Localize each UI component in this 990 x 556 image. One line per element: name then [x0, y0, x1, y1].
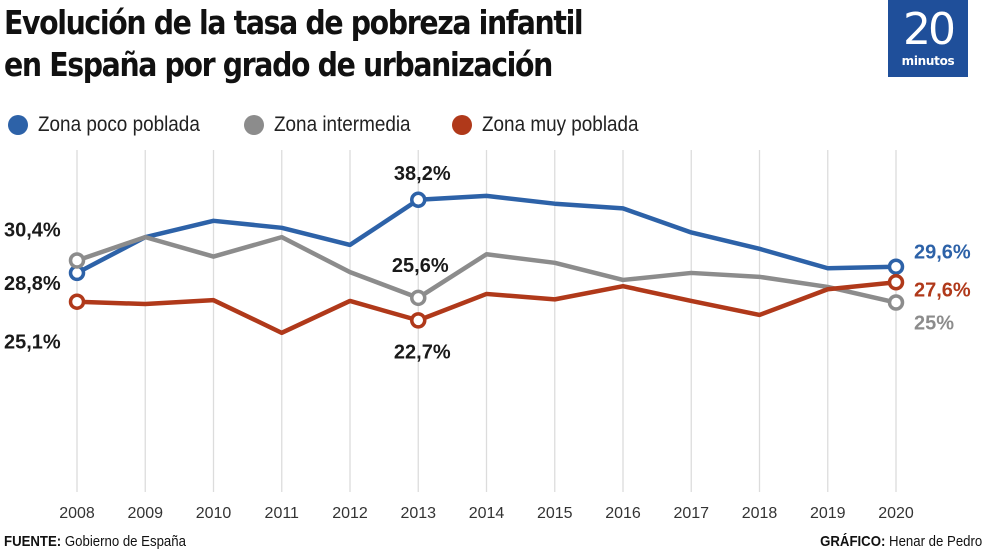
x-tick-label: 2017 [673, 505, 709, 522]
x-tick-label: 2018 [742, 505, 778, 522]
logo-number: 20 [903, 4, 956, 55]
legend-item-zona-intermedia: Zona intermedia [243, 113, 426, 137]
gridlines [76, 150, 897, 492]
series-markers [68, 191, 905, 329]
legend-label: Zona poco poblada [38, 113, 200, 136]
legend-dot-icon [8, 115, 28, 135]
title-line-2: en España por grado de urbanización [4, 45, 553, 84]
x-tick-label: 2010 [196, 505, 232, 522]
legend-label: Zona intermedia [273, 113, 411, 136]
series-line-1 [74, 234, 899, 305]
data-point-marker [887, 294, 905, 311]
x-tick-label: 2014 [469, 505, 505, 522]
data-label: 25,1% [4, 332, 61, 354]
series-line-2 [74, 280, 899, 336]
x-tick-label: 2009 [127, 505, 163, 522]
data-point-marker [410, 312, 427, 329]
x-tick-label: 2019 [810, 505, 846, 522]
data-label: 22,7% [394, 341, 451, 363]
data-point-marker [68, 293, 86, 310]
data-labels: 28,8% 30,4% 25,1% 38,2% 25,6% 22,7% 29,6% 27,6%… [4, 163, 971, 364]
credit-note: GRÁFICO: Henar de Pedro [798, 533, 982, 550]
data-label: 38,2% [394, 163, 451, 185]
legend-label: Zona muy poblada [481, 113, 639, 136]
data-point-marker [887, 274, 905, 291]
x-tick-label: 2020 [878, 505, 914, 522]
logo-word: minutos [901, 54, 955, 68]
series-lines [74, 193, 899, 336]
data-label: 25% [914, 313, 954, 335]
data-label: 28,8% [4, 273, 61, 295]
legend-item-zona-muy-poblada: Zona muy poblada [451, 113, 656, 137]
source-value: Gobierno de España [61, 533, 186, 550]
data-point-marker [68, 252, 86, 269]
legend-item-zona-poco-poblada: Zona poco poblada [8, 113, 218, 137]
x-tick-label: 2013 [400, 505, 436, 522]
data-point-marker [887, 258, 905, 275]
x-axis-tick-labels: 2008 2009 2010 2011 2012 2013 2014 2015 2016 2017… [59, 505, 914, 522]
data-label: 29,6% [914, 242, 971, 264]
title-line-1: Evolución de la tasa de pobreza infantil [4, 3, 584, 42]
x-tick-label: 2008 [59, 505, 95, 522]
20minutos-logo: 20 minutos [888, 0, 968, 77]
data-point-marker [410, 191, 427, 209]
x-tick-label: 2015 [537, 505, 573, 522]
legend-dot-icon [451, 115, 472, 135]
x-tick-label: 2011 [265, 505, 300, 522]
data-label: 25,6% [392, 255, 449, 277]
data-point-marker [410, 289, 427, 307]
data-label: 30,4% [4, 219, 61, 241]
x-tick-label: 2012 [332, 505, 368, 522]
legend-dot-icon [243, 115, 264, 135]
chart-title: Evolución de la tasa de pobreza infantil… [4, 2, 761, 86]
source-note: FUENTE: Gobierno de España [4, 533, 211, 550]
source-key: FUENTE: [4, 533, 62, 550]
credit-key: GRÁFICO: [819, 533, 886, 550]
x-tick-label: 2016 [605, 505, 641, 522]
legend: Zona poco poblada Zona intermedia Zona m… [8, 113, 682, 137]
credit-value: Henar de Pedro [885, 533, 982, 550]
series-line-0 [74, 193, 899, 276]
data-label: 27,6% [914, 279, 971, 301]
